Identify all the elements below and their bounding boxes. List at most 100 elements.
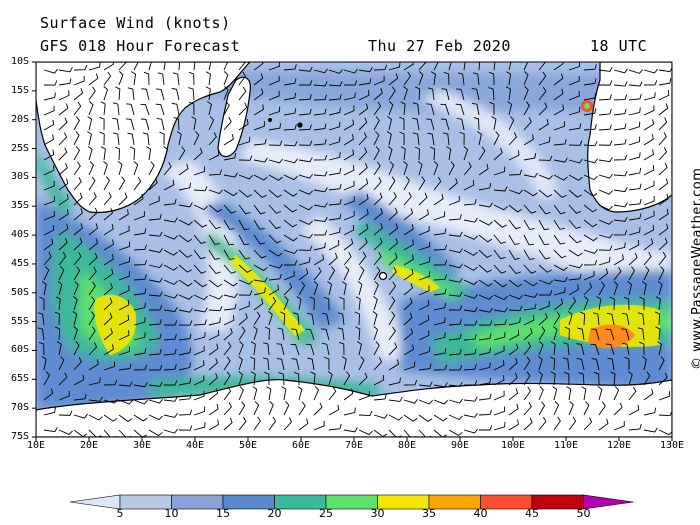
wind-barb [223, 371, 231, 386]
wind-barb [568, 189, 582, 198]
wind-barb [508, 204, 523, 213]
wind-barb [280, 311, 286, 326]
wind-barb [112, 132, 120, 146]
wind-barb [118, 330, 130, 341]
wind-barb [549, 356, 556, 371]
wind-barb [628, 121, 641, 131]
wind-barb [613, 420, 625, 431]
wind-barb [253, 264, 268, 272]
wind-barb [223, 327, 233, 341]
wind-barb [193, 406, 206, 416]
wind-barb [313, 154, 328, 161]
wind-barb [238, 71, 247, 86]
wind-barb [103, 86, 109, 101]
wind-barb [568, 90, 580, 101]
wind-barb [568, 219, 581, 229]
wind-barb [118, 346, 131, 356]
wind-barb [373, 116, 380, 131]
wind-barb [208, 249, 220, 260]
wind-barb [598, 281, 606, 296]
wind-barb [581, 386, 587, 401]
wind-barb [493, 186, 508, 192]
wind-barb [628, 371, 633, 386]
color-scale-label: 25 [319, 507, 333, 520]
wind-barb [418, 300, 430, 311]
wind-barb [553, 121, 565, 131]
wind-barb [613, 242, 626, 251]
wind-barb [658, 356, 665, 371]
wind-barb [463, 307, 478, 313]
wind-barb [117, 161, 123, 176]
wind-barb [433, 288, 447, 296]
wind-barb [433, 399, 448, 405]
color-scale-label: 30 [370, 507, 385, 520]
wind-barb [112, 117, 120, 131]
wind-barb [429, 146, 436, 161]
wind-barb [412, 102, 420, 116]
wind-barb [343, 407, 356, 416]
wind-barb [643, 149, 654, 161]
wind-barb [508, 132, 518, 146]
wind-barb [643, 134, 654, 146]
wind-barb [73, 393, 87, 401]
wind-barb [508, 249, 520, 260]
wind-barb [562, 357, 570, 371]
wind-barb [88, 359, 99, 371]
wind-barb [178, 234, 193, 243]
wind-barb [373, 88, 383, 101]
wind-barb [238, 371, 244, 386]
wind-barb [568, 123, 582, 131]
wind-barb [103, 62, 114, 71]
wind-barb [418, 71, 424, 86]
wind-barb [355, 326, 361, 341]
wind-barb [471, 102, 480, 116]
wind-barb [372, 311, 378, 326]
wind-barb [253, 62, 264, 71]
wind-barb [54, 326, 61, 341]
wind-barb [418, 241, 431, 251]
wind-barb [538, 326, 546, 341]
wind-barb [643, 105, 655, 116]
wind-barb [658, 410, 672, 417]
wind-barb [628, 252, 638, 266]
wind-barb [296, 296, 302, 311]
wind-barb [403, 254, 414, 266]
wind-barb [613, 94, 628, 101]
wind-barb [508, 343, 519, 356]
wind-barb [639, 296, 645, 311]
wind-barb [597, 386, 603, 401]
wind-barb [508, 62, 512, 71]
wind-barb [658, 147, 668, 161]
wind-barb [253, 277, 268, 283]
wind-barb [442, 132, 450, 146]
wind-barb [148, 277, 163, 283]
wind-barb [58, 103, 69, 116]
wind-barb [550, 371, 556, 386]
wind-barb [73, 177, 82, 191]
wind-barb [553, 139, 567, 146]
wind-barb [178, 264, 193, 273]
wind-barb [388, 359, 399, 371]
wind-barb [268, 62, 280, 71]
wind-barb [313, 266, 322, 281]
wind-barb [373, 266, 381, 281]
wind-barb [163, 161, 172, 176]
wind-barb [433, 259, 448, 266]
wind-barb [250, 356, 256, 371]
wind-barb [223, 341, 232, 356]
wind-barb [478, 202, 493, 208]
wind-barb [628, 167, 642, 176]
wind-barb [298, 245, 313, 251]
wind-barb [268, 75, 280, 86]
wind-barb [338, 341, 345, 356]
wind-barb [207, 101, 212, 116]
wind-barb [505, 86, 511, 101]
wind-barb [613, 216, 628, 222]
wind-barb [583, 92, 597, 101]
wind-barb [276, 358, 285, 371]
wind-barb [328, 107, 341, 116]
wind-barb [238, 174, 253, 180]
wind-barb [73, 146, 80, 161]
wind-barb [508, 279, 523, 288]
